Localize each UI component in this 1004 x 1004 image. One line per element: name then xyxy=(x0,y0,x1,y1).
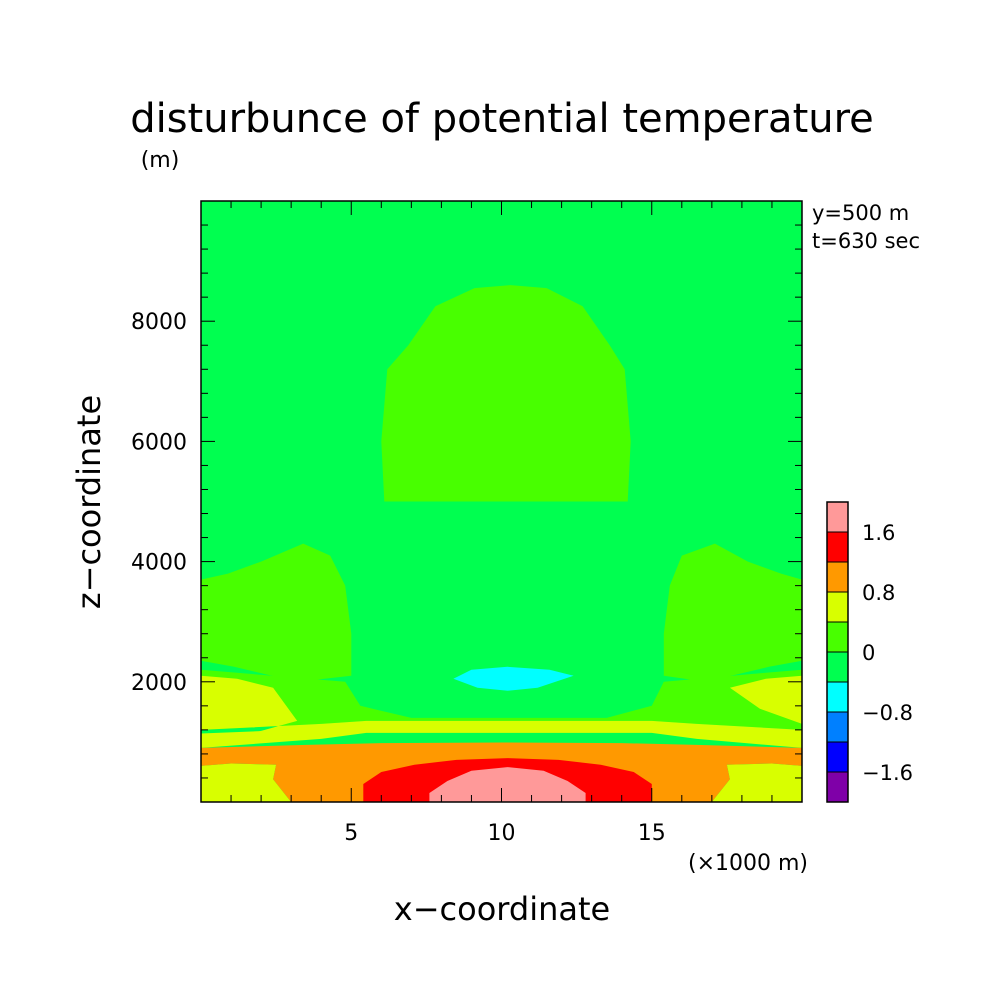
y-tick-label: 8000 xyxy=(131,310,187,335)
contour-region-thin-yellow-band xyxy=(201,726,802,742)
x-tick-label: 10 xyxy=(488,821,516,846)
y-tick-label: 2000 xyxy=(131,671,187,696)
y-tick-label: 4000 xyxy=(131,551,187,576)
colorbar-tick-label: 1.6 xyxy=(862,521,895,545)
colorbar-swatch xyxy=(826,501,849,533)
x-tick-label: 5 xyxy=(344,821,358,846)
x-axis-label: x−coordinate xyxy=(394,890,610,928)
colorbar-swatch xyxy=(826,681,849,713)
colorbar-swatch xyxy=(826,561,849,593)
colorbar-swatch xyxy=(826,651,849,683)
contour-region-left-band xyxy=(201,543,352,682)
colorbar-tick-label: 0 xyxy=(862,641,875,665)
colorbar-tick-label: 0.8 xyxy=(862,581,895,605)
y-unit-label: (m) xyxy=(141,148,180,173)
colorbar-swatch xyxy=(826,621,849,653)
colorbar-swatch xyxy=(826,591,849,623)
colorbar-frame xyxy=(826,501,849,803)
annotation-y: y=500 m xyxy=(812,201,909,225)
x-tick-label: 15 xyxy=(638,821,666,846)
contour-region-pink xyxy=(429,767,586,802)
colorbar-swatch xyxy=(826,741,849,773)
contour-region-warm-dome xyxy=(381,285,631,502)
colorbar-tick-label: −0.8 xyxy=(862,701,913,725)
colorbar-swatch xyxy=(826,531,849,563)
contour-region-lower-band xyxy=(201,669,802,730)
y-tick-label: 6000 xyxy=(131,430,187,455)
y-axis: 2000 4000 6000 8000 xyxy=(131,224,802,779)
x-scale-note: (×1000 m) xyxy=(688,851,808,876)
annotation-t: t=630 sec xyxy=(812,229,920,253)
colorbar-swatch xyxy=(826,771,849,803)
colorbar: 1.6 0.8 0 −0.8 −1.6 xyxy=(826,501,913,803)
contour-region-cold-spot xyxy=(453,666,574,691)
colorbar-tick-label: −1.6 xyxy=(862,761,913,785)
contour-region-right-band xyxy=(663,543,802,682)
chart-title: disturbunce of potential temperature xyxy=(130,96,874,142)
y-axis-label: z−coordinate xyxy=(70,395,108,609)
plot-area xyxy=(200,200,803,803)
colorbar-swatch xyxy=(826,711,849,743)
x-axis: 5 10 15 xyxy=(230,201,773,846)
